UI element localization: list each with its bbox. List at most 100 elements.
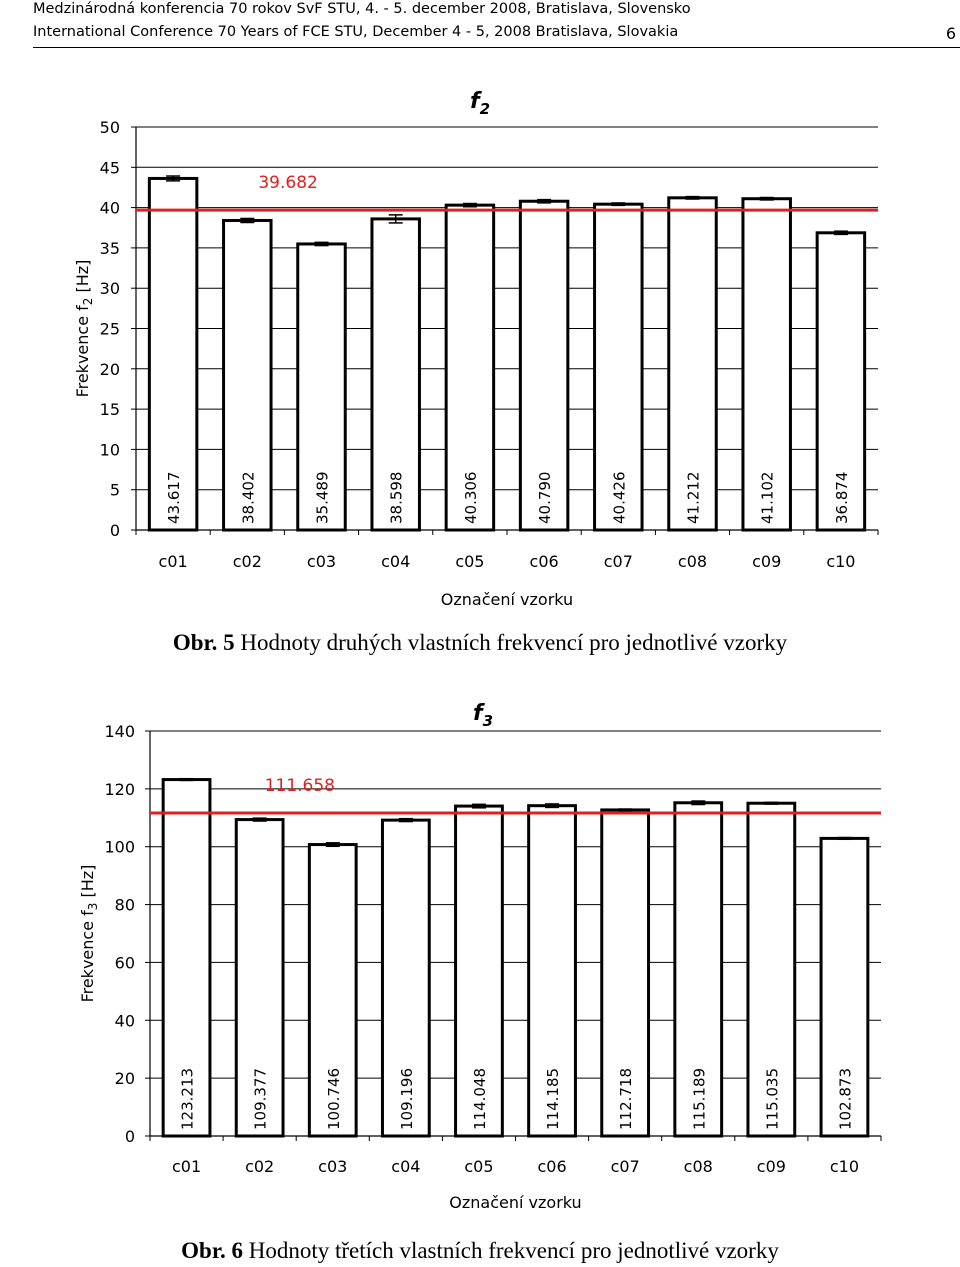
mean-value-label: 111.658 xyxy=(265,776,335,796)
x-tick-label: c09 xyxy=(752,552,781,571)
bar-c04 xyxy=(370,217,421,532)
x-tick-label: c03 xyxy=(318,1157,347,1176)
y-axis-label-unit: [Hz] xyxy=(78,865,97,903)
bar-c06 xyxy=(518,199,570,532)
x-axis-label: Označení vzorku xyxy=(449,1193,581,1212)
x-tick-label: c05 xyxy=(455,552,484,571)
chart-title-main: f xyxy=(470,89,482,114)
x-tick-label: c07 xyxy=(604,552,633,571)
bar-c08 xyxy=(673,801,724,1138)
chart-f2: 0 5 10 15 20 25 30 35 40 45 50 c01 43.617 c02 38.402 c0… xyxy=(73,89,879,609)
y-axis-label-main: Frekvence f xyxy=(73,305,92,398)
bar-c02 xyxy=(222,218,273,532)
y-tick-label: 40 xyxy=(100,199,120,218)
x-tick-label: c01 xyxy=(172,1157,201,1176)
y-axis-label-subscript: 3 xyxy=(86,903,100,911)
y-axis-label-unit: [Hz] xyxy=(73,260,92,298)
bar-c05 xyxy=(454,804,504,1138)
y-axis-label-main: Frekvence f xyxy=(78,910,97,1003)
y-tick-label: 0 xyxy=(110,521,120,540)
x-tick-label: c05 xyxy=(464,1157,493,1176)
bar-value-label: 41.212 xyxy=(685,472,703,525)
y-tick-label: 40 xyxy=(115,1011,135,1030)
bar-value-label: 109.377 xyxy=(252,1068,270,1130)
bar-value-label: 109.196 xyxy=(398,1068,416,1130)
bar-value-label: 123.213 xyxy=(179,1068,197,1130)
y-axis-label: Frekvence f3 [Hz] xyxy=(78,865,100,1003)
bar-value-label: 41.102 xyxy=(759,472,777,525)
chart-title-main: f xyxy=(473,701,485,726)
bar-value-label: 40.306 xyxy=(462,471,480,524)
bar-c03 xyxy=(307,843,358,1138)
y-tick-label: 20 xyxy=(115,1069,135,1088)
x-axis-label: Označení vzorku xyxy=(441,590,573,609)
y-tick-label: 25 xyxy=(100,320,120,339)
conference-header-sk: Medzinárodná konferencia 70 rokov SvF ST… xyxy=(33,1,691,17)
bar-c10 xyxy=(819,836,870,1138)
chart-title: f2 xyxy=(470,89,490,118)
x-tick-label: c09 xyxy=(757,1157,786,1176)
bar-c07 xyxy=(600,808,651,1138)
y-tick-label: 5 xyxy=(110,481,120,500)
x-tick-label: c07 xyxy=(611,1157,640,1176)
page-number: 6 xyxy=(945,24,956,43)
y-tick-label: 10 xyxy=(100,440,120,459)
bar-value-label: 115.189 xyxy=(690,1068,708,1130)
x-tick-label: c08 xyxy=(684,1157,713,1176)
bar-c06 xyxy=(527,804,577,1138)
y-tick-label: 15 xyxy=(100,400,120,419)
bar-c01 xyxy=(147,176,199,532)
bar-c04 xyxy=(380,818,431,1138)
bar-c03 xyxy=(296,242,347,532)
bar-value-label: 40.790 xyxy=(536,472,554,525)
x-tick-label: c10 xyxy=(826,552,855,571)
figure-6-label: Obr. 6 xyxy=(181,1238,243,1263)
chart-title: f3 xyxy=(473,701,493,730)
y-tick-label: 80 xyxy=(115,896,135,915)
figure-5-text: Hodnoty druhých vlastních frekvencí pro … xyxy=(234,630,788,655)
mean-value-label: 39.682 xyxy=(258,173,317,193)
figure-6-caption: Obr. 6 Hodnoty třetích vlastních frekven… xyxy=(0,1238,960,1264)
bar-value-label: 102.873 xyxy=(836,1068,854,1130)
conference-header-en: International Conference 70 Years of FCE… xyxy=(33,24,679,40)
bar-value-label: 114.185 xyxy=(544,1068,562,1130)
y-tick-label: 20 xyxy=(100,360,120,379)
y-tick-label: 50 xyxy=(100,118,120,137)
y-tick-label: 30 xyxy=(100,279,120,298)
x-tick-label: c08 xyxy=(678,552,707,571)
bar-value-label: 36.874 xyxy=(833,472,851,525)
x-tick-label: c02 xyxy=(245,1157,274,1176)
y-axis-label-subscript: 2 xyxy=(81,298,95,306)
bar-value-label: 114.048 xyxy=(471,1068,489,1130)
x-tick-label: c04 xyxy=(391,1157,420,1176)
figure-5-caption: Obr. 5 Hodnoty druhých vlastních frekven… xyxy=(0,630,960,656)
bar-value-label: 115.035 xyxy=(763,1068,781,1130)
x-tick-label: c03 xyxy=(307,552,336,571)
x-tick-label: c06 xyxy=(530,552,559,571)
chart-f3: 0 20 40 60 80 100 120 140 c01 123.213 c02 109.377 c0… xyxy=(78,701,882,1212)
bar-value-label: 40.426 xyxy=(610,472,628,525)
bar-value-label: 100.746 xyxy=(325,1068,343,1130)
x-tick-label: c10 xyxy=(830,1157,859,1176)
bar-c10 xyxy=(815,231,867,532)
y-tick-label: 0 xyxy=(125,1127,135,1146)
y-tick-label: 140 xyxy=(104,722,135,741)
y-tick-label: 60 xyxy=(115,953,135,972)
x-tick-label: c01 xyxy=(159,552,188,571)
bar-c08 xyxy=(667,196,718,532)
x-tick-label: c02 xyxy=(233,552,262,571)
y-tick-label: 35 xyxy=(100,239,120,258)
figure-5-label: Obr. 5 xyxy=(172,630,235,655)
x-tick-label: c04 xyxy=(381,552,410,571)
bar-value-label: 38.598 xyxy=(388,472,406,525)
bar-value-label: 112.718 xyxy=(617,1068,635,1130)
bar-value-label: 35.489 xyxy=(314,472,332,525)
bar-c01 xyxy=(161,778,212,1138)
y-tick-label: 100 xyxy=(104,838,135,857)
y-tick-label: 120 xyxy=(104,780,135,799)
y-tick-label: 45 xyxy=(100,158,120,177)
figure-6-text: Hodnoty třetích vlastních frekvencí pro … xyxy=(242,1238,779,1263)
bar-value-label: 43.617 xyxy=(165,472,183,525)
x-tick-label: c06 xyxy=(537,1157,566,1176)
header-divider xyxy=(33,47,960,48)
